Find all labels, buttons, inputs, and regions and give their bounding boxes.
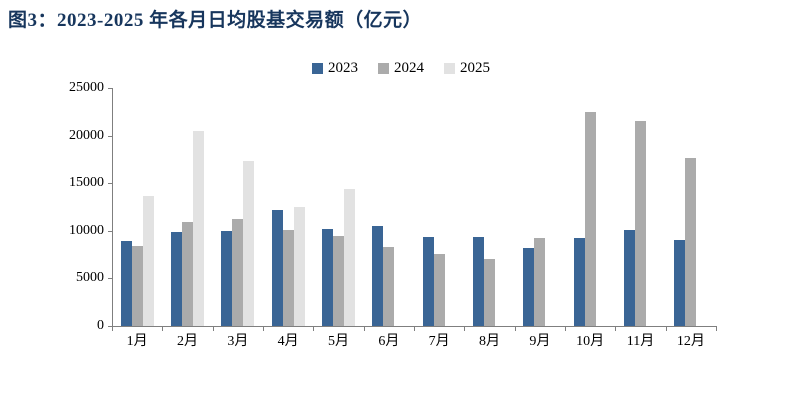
x-axis-category-label: 5月 bbox=[328, 334, 349, 349]
y-axis-tick-label: 25000 bbox=[69, 80, 104, 95]
x-axis-category-label: 12月 bbox=[676, 334, 705, 349]
bar-2024-9月 bbox=[534, 237, 546, 326]
y-axis-tick-mark bbox=[108, 230, 112, 232]
figure-title: 图3：2023-2025 年各月日均股基交易额（亿元） bbox=[8, 10, 423, 31]
bar-2023-10月 bbox=[573, 238, 585, 326]
x-axis-category-label: 4月 bbox=[277, 334, 299, 349]
x-axis-category-label: 8月 bbox=[479, 334, 500, 349]
y-axis-line bbox=[112, 88, 113, 327]
bar-2024-10月 bbox=[584, 111, 596, 326]
legend-swatch-icon bbox=[312, 63, 323, 74]
y-axis-tick-mark bbox=[108, 88, 112, 89]
legend-item-2024: 2024 bbox=[378, 61, 424, 76]
x-axis-tick-mark bbox=[615, 327, 617, 331]
bar-2024-6月 bbox=[383, 246, 395, 326]
bar-2025-5月 bbox=[344, 189, 355, 326]
x-axis-tick-mark bbox=[514, 327, 516, 331]
bar-2024-3月 bbox=[232, 219, 244, 326]
x-axis-tick-mark bbox=[464, 327, 466, 331]
bar-2024-8月 bbox=[484, 259, 495, 326]
y-axis-tick-mark bbox=[108, 135, 112, 137]
x-axis-category-label: 7月 bbox=[428, 334, 450, 349]
legend-label: 2025 bbox=[460, 60, 490, 76]
x-axis-line bbox=[112, 326, 717, 327]
bar-2023-8月 bbox=[473, 237, 484, 326]
legend-swatch-icon bbox=[444, 63, 455, 74]
y-axis-tick-mark bbox=[108, 183, 112, 185]
bar-2023-5月 bbox=[322, 229, 333, 326]
x-axis-category-label: 11月 bbox=[626, 334, 655, 349]
bar-2024-11月 bbox=[635, 121, 646, 326]
x-axis-tick-mark bbox=[112, 327, 113, 331]
x-axis-category-label: 1月 bbox=[126, 334, 148, 349]
legend-item-2023: 2023 bbox=[312, 61, 358, 76]
bar-2025-4月 bbox=[293, 207, 305, 326]
bar-2023-7月 bbox=[422, 237, 434, 326]
chart-legend: 2023 2024 2025 bbox=[55, 61, 747, 76]
y-axis-tick-mark bbox=[108, 278, 112, 280]
x-axis-tick-mark bbox=[313, 327, 315, 331]
plot-area: 0 5000 10000 15000 20000 25000 1月 2月 3月 4月 5月 6月 7月 8… bbox=[69, 81, 717, 349]
y-axis-tick-label: 5000 bbox=[76, 270, 104, 286]
x-axis-tick-mark bbox=[716, 327, 717, 331]
x-axis-category-label: 10月 bbox=[576, 334, 605, 349]
bar-2024-7月 bbox=[433, 253, 445, 326]
bar-2023-12月 bbox=[674, 240, 686, 326]
y-axis-tick-label: 0 bbox=[97, 318, 104, 333]
bar-2023-11月 bbox=[624, 230, 635, 326]
bar-2023-6月 bbox=[372, 226, 384, 326]
bar-2023-9月 bbox=[523, 248, 535, 326]
x-axis-tick-mark bbox=[414, 327, 415, 331]
legend-item-2025: 2025 bbox=[444, 61, 490, 76]
y-axis-tick-label: 10000 bbox=[69, 222, 104, 238]
legend-label: 2024 bbox=[394, 60, 424, 76]
bar-2023-2月 bbox=[171, 231, 182, 326]
bar-2025-3月 bbox=[243, 160, 255, 326]
legend-swatch-icon bbox=[378, 63, 389, 74]
x-axis-tick-mark bbox=[162, 327, 164, 331]
bar-2023-4月 bbox=[271, 209, 283, 326]
bar-2024-1月 bbox=[131, 245, 143, 326]
x-axis-tick-mark bbox=[565, 327, 566, 331]
bar-2025-1月 bbox=[142, 195, 154, 326]
y-axis-tick-label: 20000 bbox=[69, 127, 104, 143]
x-axis-tick-mark bbox=[665, 327, 667, 331]
y-axis-tick-mark bbox=[108, 326, 112, 327]
y-axis-tick-label: 15000 bbox=[69, 175, 104, 191]
x-axis-tick-mark bbox=[363, 327, 365, 331]
x-axis-tick-mark bbox=[263, 327, 264, 331]
bar-2023-3月 bbox=[221, 231, 233, 326]
x-axis-tick-mark bbox=[212, 327, 214, 331]
x-axis-category-label: 9月 bbox=[529, 334, 551, 349]
legend-label: 2023 bbox=[328, 60, 358, 76]
x-axis-category-label: 6月 bbox=[378, 334, 400, 349]
bar-2024-12月 bbox=[685, 157, 697, 326]
bar-2024-2月 bbox=[182, 221, 193, 326]
bar-2025-2月 bbox=[193, 131, 204, 326]
bar-2023-1月 bbox=[120, 241, 132, 326]
x-axis-category-label: 2月 bbox=[177, 334, 198, 349]
bar-2024-5月 bbox=[333, 236, 344, 326]
chart-panel: 2023 2024 2025 0 5000 10000 15000 20000 25000 1月… bbox=[55, 47, 747, 356]
x-axis-category-label: 3月 bbox=[227, 334, 249, 349]
bar-2024-4月 bbox=[282, 229, 294, 326]
